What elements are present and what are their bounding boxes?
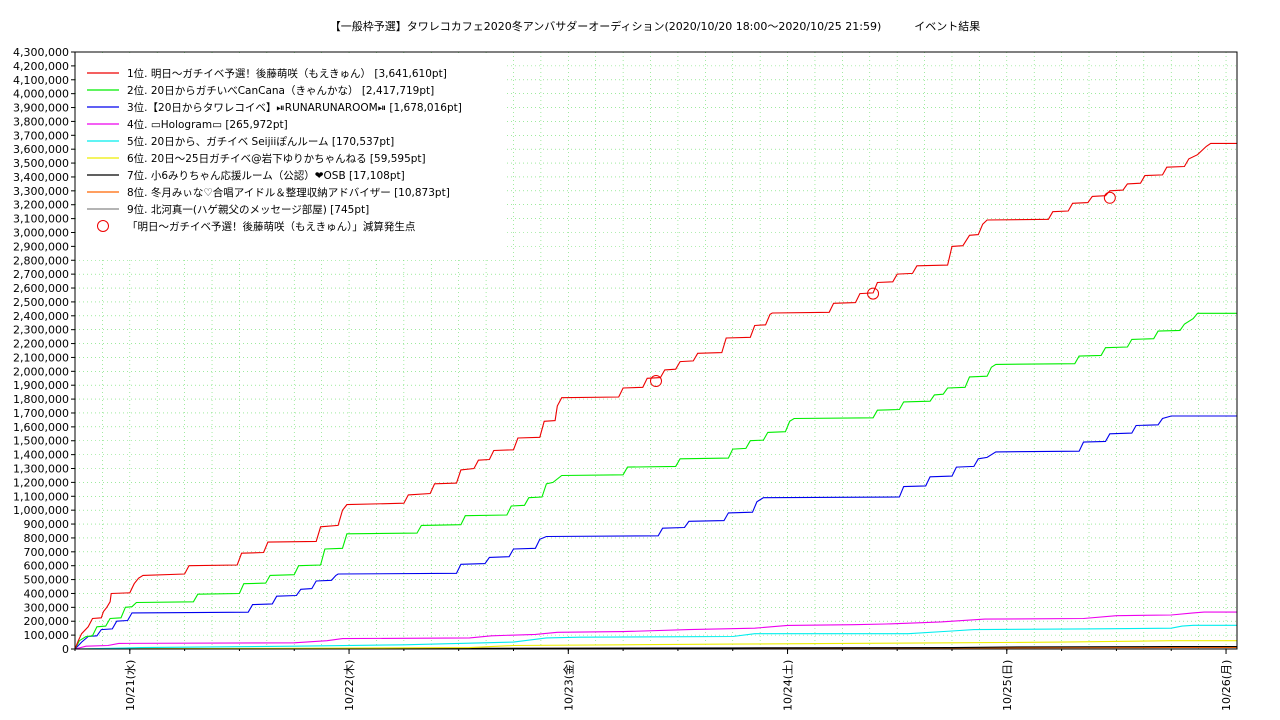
legend-marker-swatch [97,220,109,232]
series-line [74,415,1237,650]
y-tick-label: 500,000 [24,574,70,587]
y-tick-label: 800,000 [24,532,70,545]
chart-title: 【一般枠予選】タワレコカフェ2020冬アンバサダーオーディション(2020/10… [330,19,981,33]
y-tick-label: 3,100,000 [13,213,69,226]
x-tick-label: 10/22(木) [343,660,356,711]
y-tick-label: 3,400,000 [13,171,69,184]
y-tick-label: 1,100,000 [13,490,69,503]
y-tick-label: 2,700,000 [13,268,69,281]
y-tick-label: 100,000 [24,629,70,642]
legend-box [76,53,506,260]
legend-label: 5位. 20日から、ガチイベ Seijiiぽんルーム [170,537pt] [127,135,394,148]
y-tick-label: 600,000 [24,560,70,573]
plot-frame [74,51,1238,650]
y-tick-label: 200,000 [24,615,70,628]
y-tick-label: 1,400,000 [13,449,69,462]
y-tick-label: 2,200,000 [13,338,69,351]
series-line [74,611,1237,650]
y-tick-label: 3,600,000 [13,143,69,156]
x-tick-label: 10/23(金) [561,660,575,711]
y-tick-label: 1,500,000 [13,435,69,448]
y-tick-label: 3,800,000 [13,115,69,128]
legend-label: 9位. 北河真一(ハゲ親父のメッセージ部屋) [745pt] [127,203,369,216]
y-tick-label: 4,100,000 [13,74,69,87]
y-tick-label: 3,200,000 [13,199,69,212]
y-tick-label: 2,000,000 [13,365,69,378]
y-tick-label: 1,600,000 [13,421,69,434]
y-tick-label: 2,300,000 [13,324,69,337]
x-tick-label: 10/25(日) [1001,660,1014,711]
y-tick-label: 1,900,000 [13,379,69,392]
legend-label: 8位. 冬月みぃな♡合唱アイドル＆整理収納アドバイザー [10,873pt] [127,186,450,199]
y-tick-label: 4,000,000 [13,88,69,101]
y-tick-label: 4,300,000 [13,46,69,59]
y-tick-label: 3,700,000 [13,129,69,142]
reduction-markers [650,191,1116,388]
legend-label: 6位. 20日〜25日ガチイベ@岩下ゆりかちゃんねる [59,595pt] [127,152,426,165]
legend-label: 2位. 20日からガチいべCanCana（きゃんかな） [2,417,719pt… [127,84,434,97]
y-tick-label: 1,700,000 [13,407,69,420]
y-tick-label: 300,000 [24,601,70,614]
y-tick-label: 4,200,000 [13,60,69,73]
x-tick-label: 10/21(水) [124,660,137,711]
reduction-marker [1103,191,1116,204]
y-tick-label: 3,300,000 [13,185,69,198]
legend-label: 3位.【20日からタワレコイベ】⏯RUNARUNAROOM⏯ [1,678,01… [127,101,462,114]
y-tick-label: 400,000 [24,587,70,600]
y-tick-label: 1,200,000 [13,476,69,489]
y-tick-label: 2,600,000 [13,282,69,295]
y-tick-label: 2,800,000 [13,254,69,267]
legend-label: 「明日〜ガチイベ予選！後藤萌咲（もえきゅん）」減算発生点 [127,220,415,233]
legend-label: 4位. ▭Hologram▭ [265,972pt] [127,118,288,131]
x-tick-label: 10/26(月) [1220,660,1233,711]
series-line [74,640,1237,650]
y-tick-label: 1,000,000 [13,504,69,517]
y-tick-label: 3,900,000 [13,102,69,115]
y-tick-label: 2,500,000 [13,296,69,309]
reduction-marker [650,375,662,388]
reduction-marker [867,287,880,300]
y-tick-label: 2,400,000 [13,310,69,323]
series-line [74,142,1237,650]
legend: 1位. 明日〜ガチイベ予選！後藤萌咲（もえきゅん） [3,641,610pt] 2… [76,53,506,260]
axes: 0100,000200,000300,000400,000500,000600,… [13,46,1238,711]
legend-label: 1位. 明日〜ガチイベ予選！後藤萌咲（もえきゅん） [3,641,610pt] [127,67,447,80]
legend-label: 7位. 小6みりちゃん応援ルーム（公認）❤OSB [17,108pt] [127,169,405,182]
y-tick-label: 3,500,000 [13,157,69,170]
y-tick-label: 2,900,000 [13,240,69,253]
y-tick-label: 900,000 [24,518,70,531]
series-line [74,624,1237,650]
y-tick-label: 2,100,000 [13,351,69,364]
y-tick-label: 3,000,000 [13,226,69,239]
x-tick-label: 10/24(土) [782,660,795,711]
y-tick-label: 1,300,000 [13,463,69,476]
y-tick-label: 1,800,000 [13,393,69,406]
y-tick-label: 0 [62,643,69,656]
y-tick-label: 700,000 [24,546,70,559]
series-line [74,312,1237,650]
